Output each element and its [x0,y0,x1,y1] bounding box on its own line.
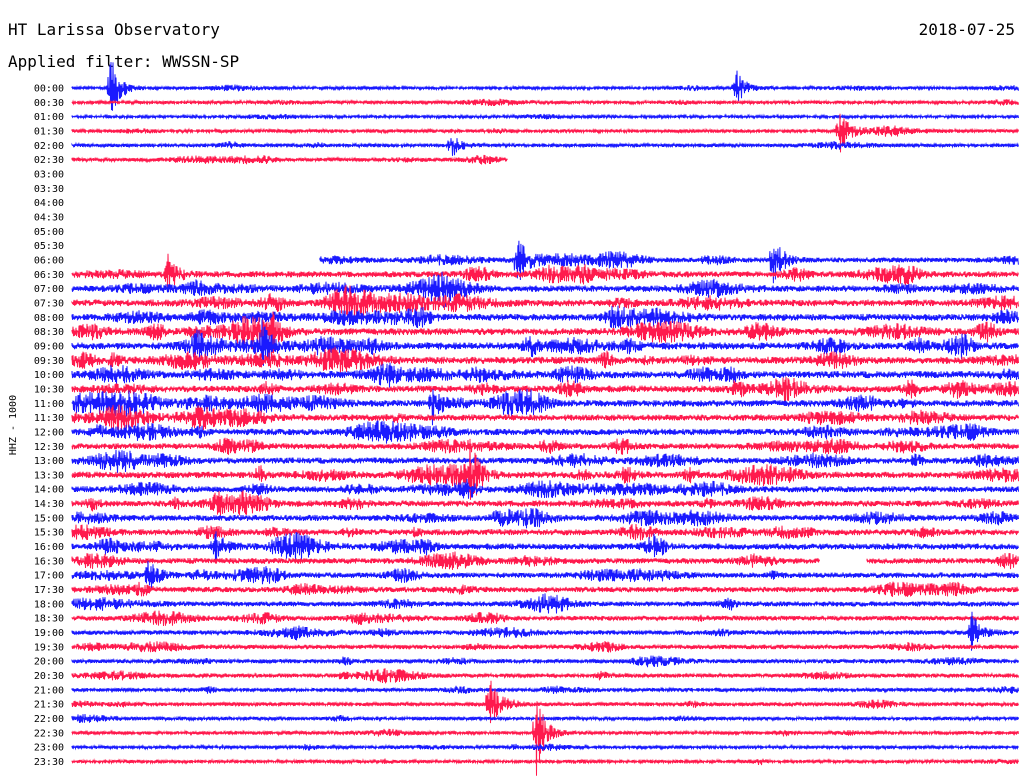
trace-row [71,680,1019,724]
trace-row [71,713,1019,723]
tick-label: 12:00 [34,427,64,438]
trace-row [71,311,1019,359]
tick-label: 15:30 [34,528,64,539]
tick-label: 02:30 [34,155,64,166]
station-title: HT Larissa Observatory [8,20,220,39]
tick-label: 13:30 [34,470,64,481]
trace-row [71,346,1019,373]
trace-row [71,685,1019,694]
record-date: 2018-07-25 [918,20,1015,39]
tick-label: 16:30 [34,556,64,567]
trace-row [71,581,1019,597]
tick-label: 09:00 [34,341,64,352]
tick-label: 06:00 [34,255,64,266]
tick-label: 22:00 [34,714,64,725]
trace-row [71,420,1019,444]
tick-label: 08:30 [34,327,64,338]
trace-row [71,253,1019,292]
tick-label: 04:30 [34,212,64,223]
tick-label: 17:00 [34,571,64,582]
tick-label: 07:30 [34,298,64,309]
tick-label: 12:30 [34,442,64,453]
tick-label: 17:30 [34,585,64,596]
trace-row [71,593,1019,614]
trace-row [71,610,1019,627]
trace-row [71,507,1019,529]
trace-row [71,438,1019,500]
trace-row [71,388,1019,426]
tick-label: 03:00 [34,169,64,180]
trace-row [71,531,1019,562]
trace-row [71,490,1019,516]
tick-label: 14:30 [34,499,64,510]
trace-row [71,284,1019,320]
tick-label: 10:00 [34,370,64,381]
trace-row [71,560,1019,589]
trace-row [71,437,1019,455]
tick-label: 01:00 [34,112,64,123]
filter-label: Applied filter: WWSSN-SP [8,52,240,71]
tick-label: 18:00 [34,599,64,610]
tick-label: 02:00 [34,141,64,152]
trace-row [71,551,1019,570]
tick-label: 00:30 [34,98,64,109]
tick-label: 05:00 [34,227,64,238]
tick-label: 18:30 [34,614,64,625]
tick-label: 05:30 [34,241,64,252]
trace-row [71,319,1019,366]
trace-row [71,449,1019,473]
trace-row [71,113,1019,153]
channel-label: HHZ - 1000 [8,395,19,455]
trace-row [319,240,1019,284]
trace-row [71,62,1019,111]
tick-label: 10:30 [34,384,64,395]
tick-label: 22:30 [34,728,64,739]
tick-label: 14:00 [34,485,64,496]
tick-label: 07:00 [34,284,64,295]
tick-label: 03:30 [34,184,64,195]
tick-label: 16:00 [34,542,64,553]
trace-row [71,305,1019,329]
trace-row [71,154,508,165]
tick-label: 21:00 [34,685,64,696]
trace-row [71,271,1019,308]
trace-row [71,611,1019,651]
tick-label: 11:30 [34,413,64,424]
trace-row [71,404,1019,431]
trace-row [71,523,1019,541]
trace-row [71,641,1019,653]
time-tick-labels: 00:00 00:30 01:00 01:30 02:00 02:30 03:00 03:30… [34,84,64,769]
tick-label: 20:00 [34,657,64,668]
trace-row [71,138,1019,156]
trace-row [71,668,1019,684]
trace-row [71,362,1019,388]
trace-row [71,701,1019,776]
tick-label: 01:30 [34,126,64,137]
tick-label: 04:00 [34,198,64,209]
tick-label: 08:00 [34,313,64,324]
tick-label: 19:00 [34,628,64,639]
seismic-traces [71,62,1019,776]
trace-row [71,376,1019,402]
tick-label: 19:30 [34,642,64,653]
tick-label: 21:30 [34,700,64,711]
trace-row [71,478,1019,499]
trace-row [71,113,1019,121]
tick-label: 15:00 [34,513,64,524]
trace-row [71,98,1019,106]
tick-label: 20:30 [34,671,64,682]
trace-row [71,743,1019,751]
tick-label: 00:00 [34,84,64,95]
trace-row [71,757,1019,766]
tick-label: 13:00 [34,456,64,467]
tick-label: 23:30 [34,757,64,768]
tick-label: 11:00 [34,399,64,410]
tick-label: 06:30 [34,270,64,281]
tick-label: 23:00 [34,743,64,754]
trace-row [71,655,1019,668]
tick-label: 09:30 [34,356,64,367]
